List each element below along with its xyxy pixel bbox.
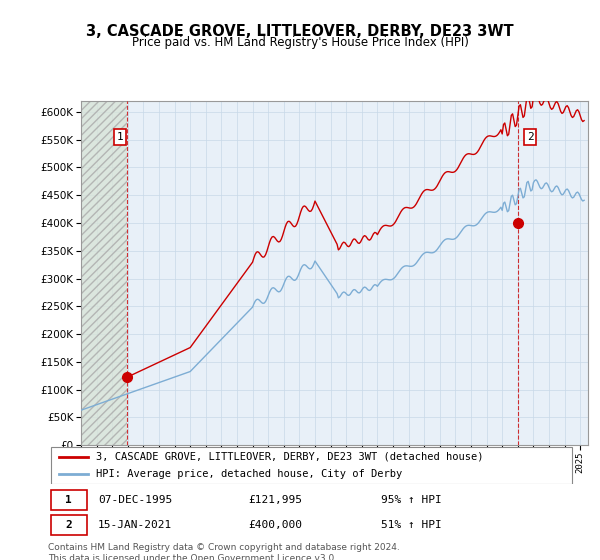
Text: HPI: Average price, detached house, City of Derby: HPI: Average price, detached house, City… [95, 469, 402, 479]
Text: 2: 2 [527, 132, 533, 142]
Text: 2: 2 [65, 520, 72, 530]
Text: £400,000: £400,000 [248, 520, 302, 530]
Text: 1: 1 [116, 132, 124, 142]
Text: 15-JAN-2021: 15-JAN-2021 [98, 520, 172, 530]
Text: 51% ↑ HPI: 51% ↑ HPI [380, 520, 442, 530]
Text: Price paid vs. HM Land Registry's House Price Index (HPI): Price paid vs. HM Land Registry's House … [131, 36, 469, 49]
Bar [81, 101, 127, 445]
FancyBboxPatch shape [50, 489, 86, 510]
Text: Contains HM Land Registry data © Crown copyright and database right 2024.
This d: Contains HM Land Registry data © Crown c… [48, 543, 400, 560]
FancyBboxPatch shape [50, 515, 86, 535]
Text: 95% ↑ HPI: 95% ↑ HPI [380, 495, 442, 505]
Text: 3, CASCADE GROVE, LITTLEOVER, DERBY, DE23 3WT (detached house): 3, CASCADE GROVE, LITTLEOVER, DERBY, DE2… [95, 452, 483, 462]
Text: £121,995: £121,995 [248, 495, 302, 505]
FancyBboxPatch shape [50, 447, 572, 484]
Text: 07-DEC-1995: 07-DEC-1995 [98, 495, 172, 505]
Text: 1: 1 [65, 495, 72, 505]
Text: 3, CASCADE GROVE, LITTLEOVER, DERBY, DE23 3WT: 3, CASCADE GROVE, LITTLEOVER, DERBY, DE2… [86, 24, 514, 39]
